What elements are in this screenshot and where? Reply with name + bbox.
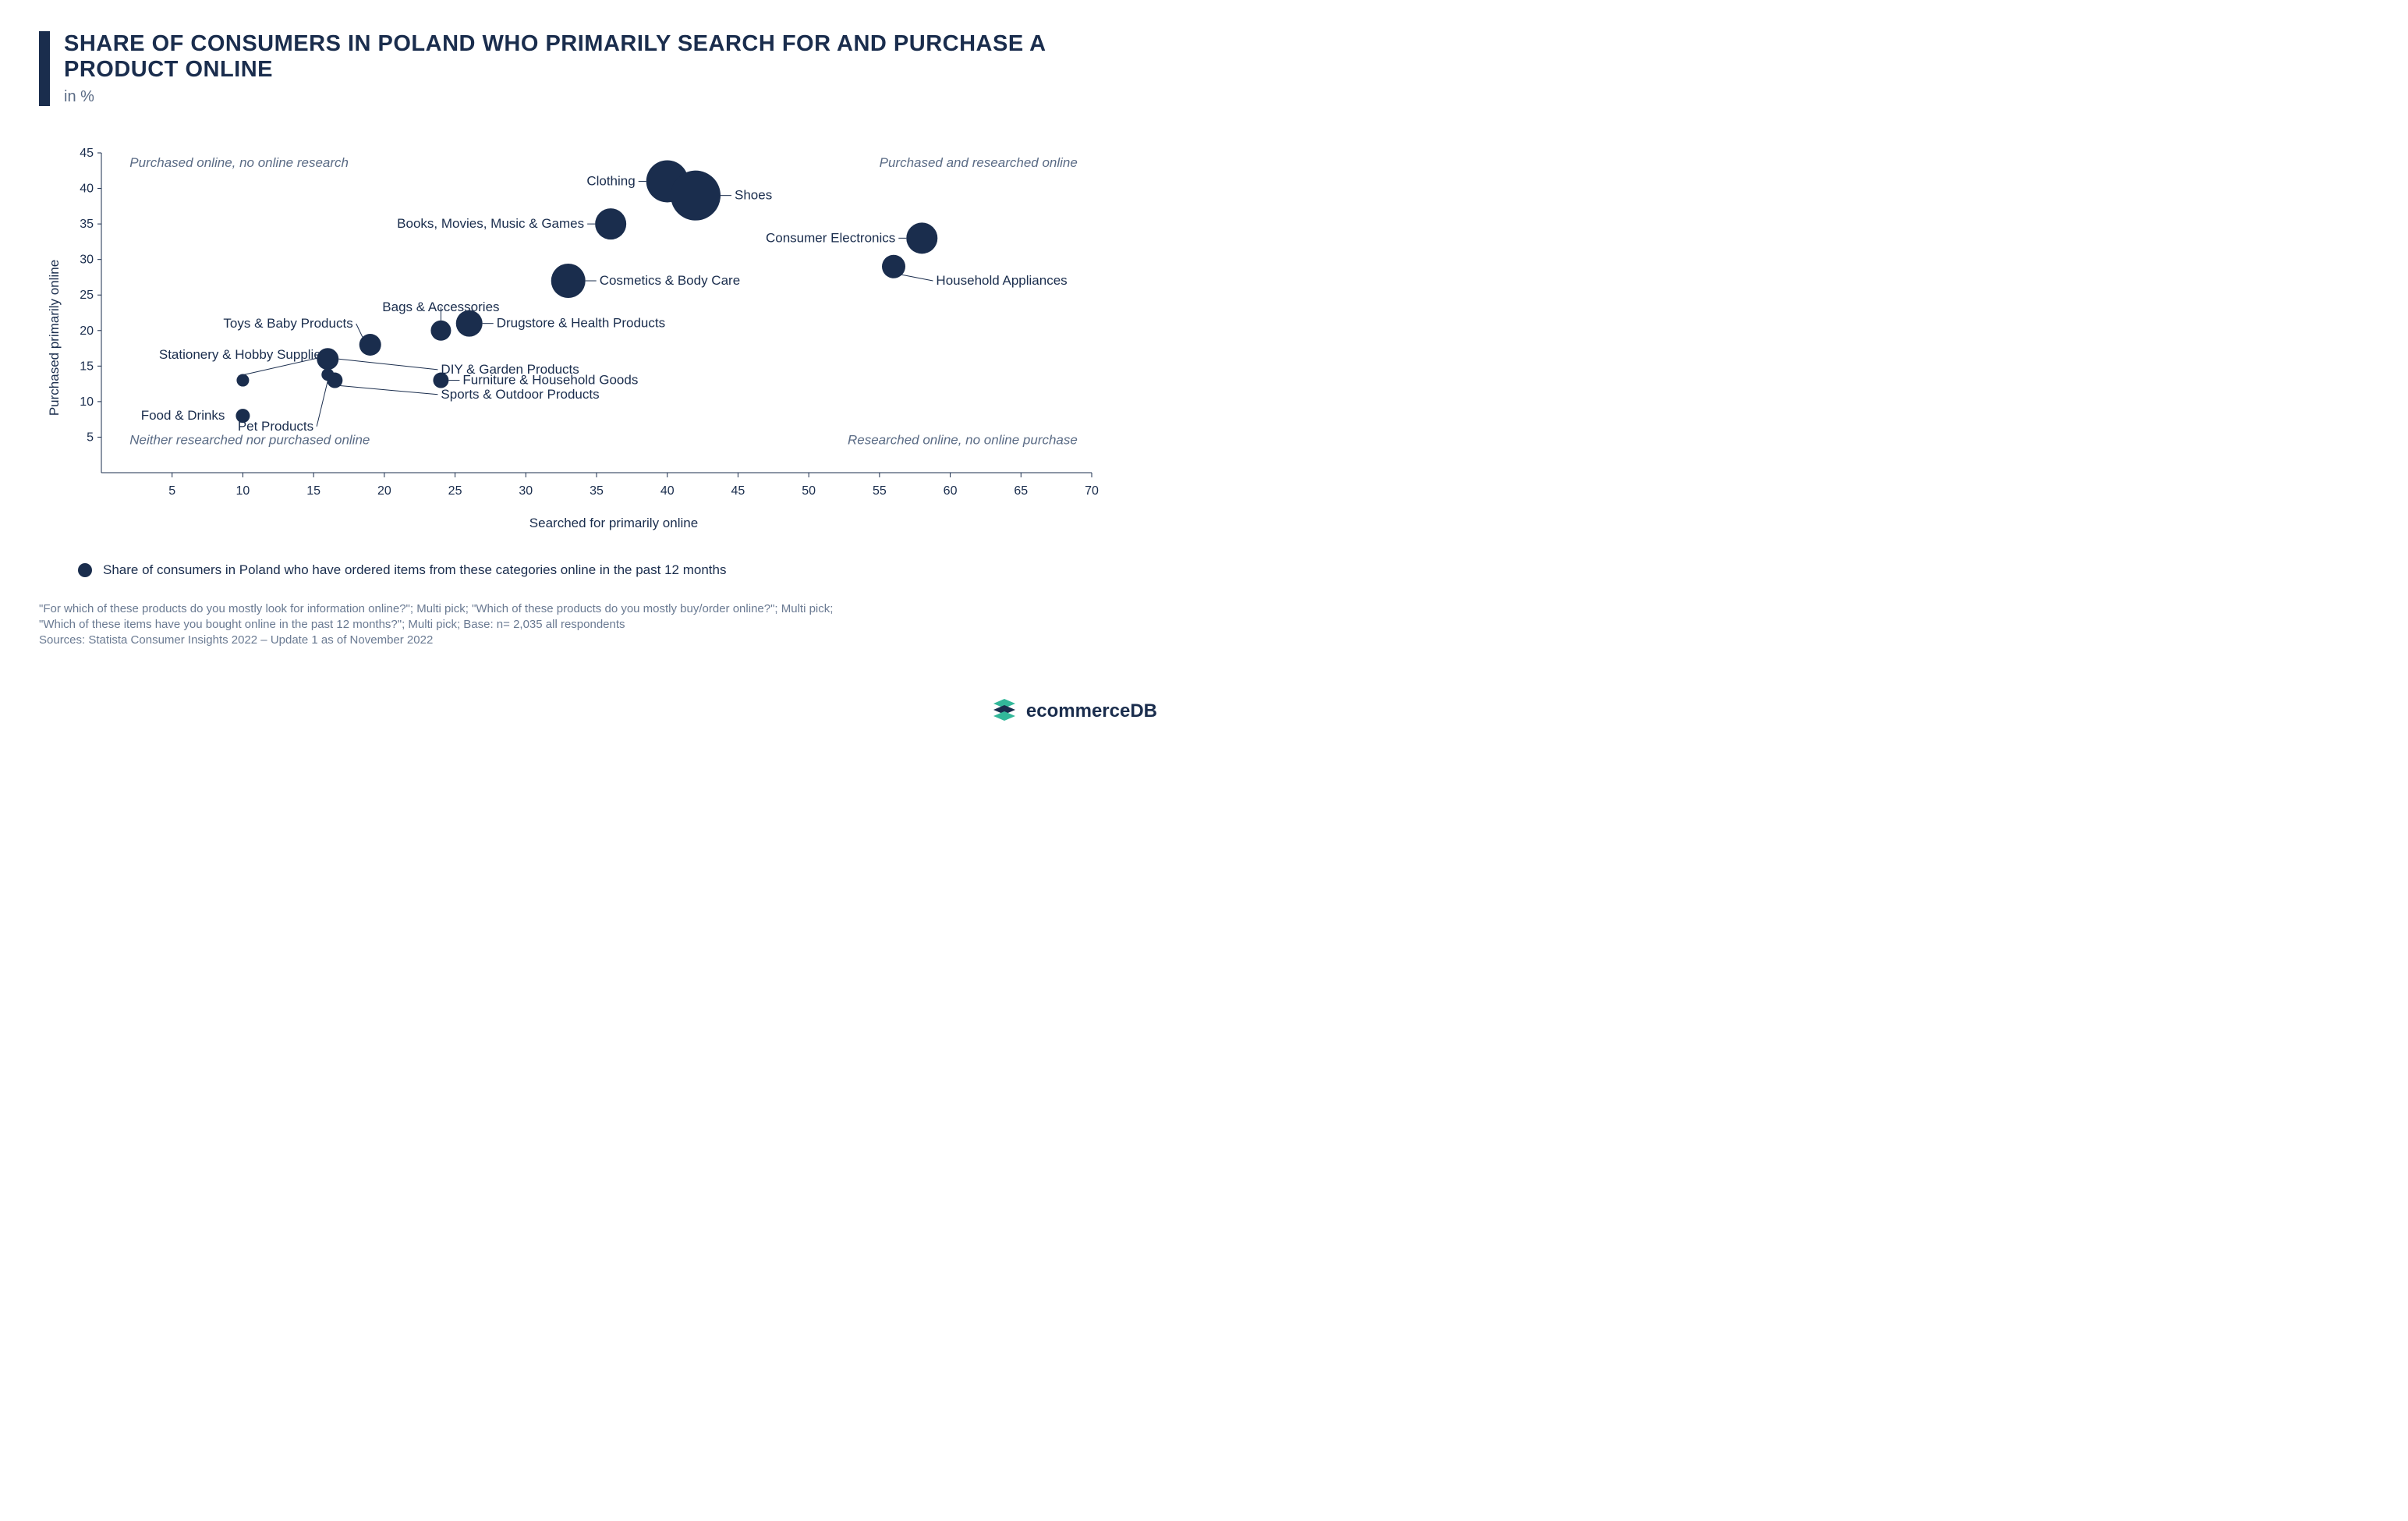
svg-text:30: 30 bbox=[80, 253, 94, 266]
svg-text:45: 45 bbox=[80, 147, 94, 160]
svg-text:40: 40 bbox=[660, 484, 675, 498]
svg-text:20: 20 bbox=[80, 324, 94, 337]
svg-text:30: 30 bbox=[519, 484, 533, 498]
svg-text:50: 50 bbox=[802, 484, 816, 498]
legend-text: Share of consumers in Poland who have or… bbox=[103, 562, 726, 578]
chart-title: SHARE OF CONSUMERS IN POLAND WHO PRIMARI… bbox=[64, 31, 1165, 83]
svg-text:Food & Drinks: Food & Drinks bbox=[141, 408, 225, 423]
svg-text:60: 60 bbox=[944, 484, 958, 498]
svg-text:Shoes: Shoes bbox=[735, 187, 772, 202]
x-axis-title: Searched for primarily online bbox=[62, 516, 1165, 531]
svg-text:25: 25 bbox=[80, 289, 94, 302]
header-accent-bar bbox=[39, 31, 50, 106]
svg-text:45: 45 bbox=[731, 484, 745, 498]
svg-text:10: 10 bbox=[236, 484, 250, 498]
svg-text:Pet Products: Pet Products bbox=[238, 418, 313, 433]
svg-text:Researched online, no online p: Researched online, no online purchase bbox=[848, 432, 1078, 447]
svg-text:70: 70 bbox=[1085, 484, 1099, 498]
svg-text:65: 65 bbox=[1014, 484, 1028, 498]
legend-marker-icon bbox=[78, 563, 92, 577]
svg-text:5: 5 bbox=[87, 431, 94, 444]
svg-text:Stationery & Hobby Supplies: Stationery & Hobby Supplies bbox=[159, 347, 328, 362]
header: SHARE OF CONSUMERS IN POLAND WHO PRIMARI… bbox=[39, 31, 1165, 106]
svg-text:5: 5 bbox=[168, 484, 175, 498]
svg-text:Books, Movies, Music & Games: Books, Movies, Music & Games bbox=[397, 216, 584, 231]
svg-text:35: 35 bbox=[80, 218, 94, 231]
svg-text:Sports & Outdoor Products: Sports & Outdoor Products bbox=[441, 386, 599, 401]
logo-text: ecommerceDB bbox=[1026, 700, 1157, 722]
svg-text:Neither researched nor purchas: Neither researched nor purchased online bbox=[129, 432, 370, 447]
svg-text:15: 15 bbox=[80, 360, 94, 373]
svg-text:Clothing: Clothing bbox=[586, 173, 635, 188]
svg-text:Bags & Accessories: Bags & Accessories bbox=[382, 299, 499, 314]
svg-text:35: 35 bbox=[590, 484, 604, 498]
svg-text:Cosmetics & Body Care: Cosmetics & Body Care bbox=[600, 273, 740, 288]
svg-text:15: 15 bbox=[306, 484, 320, 498]
footnote-line: Sources: Statista Consumer Insights 2022… bbox=[39, 633, 858, 648]
svg-text:Purchased and researched onlin: Purchased and researched online bbox=[880, 155, 1078, 170]
footnote: "For which of these products do you most… bbox=[39, 601, 858, 649]
svg-text:Household Appliances: Household Appliances bbox=[936, 273, 1067, 288]
svg-text:Purchased online, no online re: Purchased online, no online research bbox=[129, 155, 349, 170]
brand-logo: ecommerceDB bbox=[990, 697, 1157, 725]
logo-icon bbox=[990, 697, 1018, 725]
svg-text:55: 55 bbox=[873, 484, 887, 498]
scatter-chart: 5 10 15 20 25 30 35 40 45 5 10 15 20 25 30 35 40 45 50 55 60… bbox=[62, 145, 1107, 504]
svg-text:Drugstore & Health Products: Drugstore & Health Products bbox=[497, 315, 665, 330]
svg-text:Furniture & Household Goods: Furniture & Household Goods bbox=[462, 372, 638, 387]
chart-area: Purchased primarily online 5101520253035… bbox=[62, 145, 1165, 531]
svg-text:Consumer Electronics: Consumer Electronics bbox=[766, 230, 895, 245]
chart-subtitle: in % bbox=[64, 88, 1165, 106]
y-axis-title: Purchased primarily online bbox=[47, 260, 62, 416]
svg-text:25: 25 bbox=[448, 484, 462, 498]
svg-text:20: 20 bbox=[377, 484, 391, 498]
svg-text:40: 40 bbox=[80, 182, 94, 195]
svg-text:Toys & Baby Products: Toys & Baby Products bbox=[223, 316, 352, 331]
legend: Share of consumers in Poland who have or… bbox=[78, 562, 1165, 578]
footnote-line: "For which of these products do you most… bbox=[39, 601, 858, 633]
svg-text:10: 10 bbox=[80, 395, 94, 409]
